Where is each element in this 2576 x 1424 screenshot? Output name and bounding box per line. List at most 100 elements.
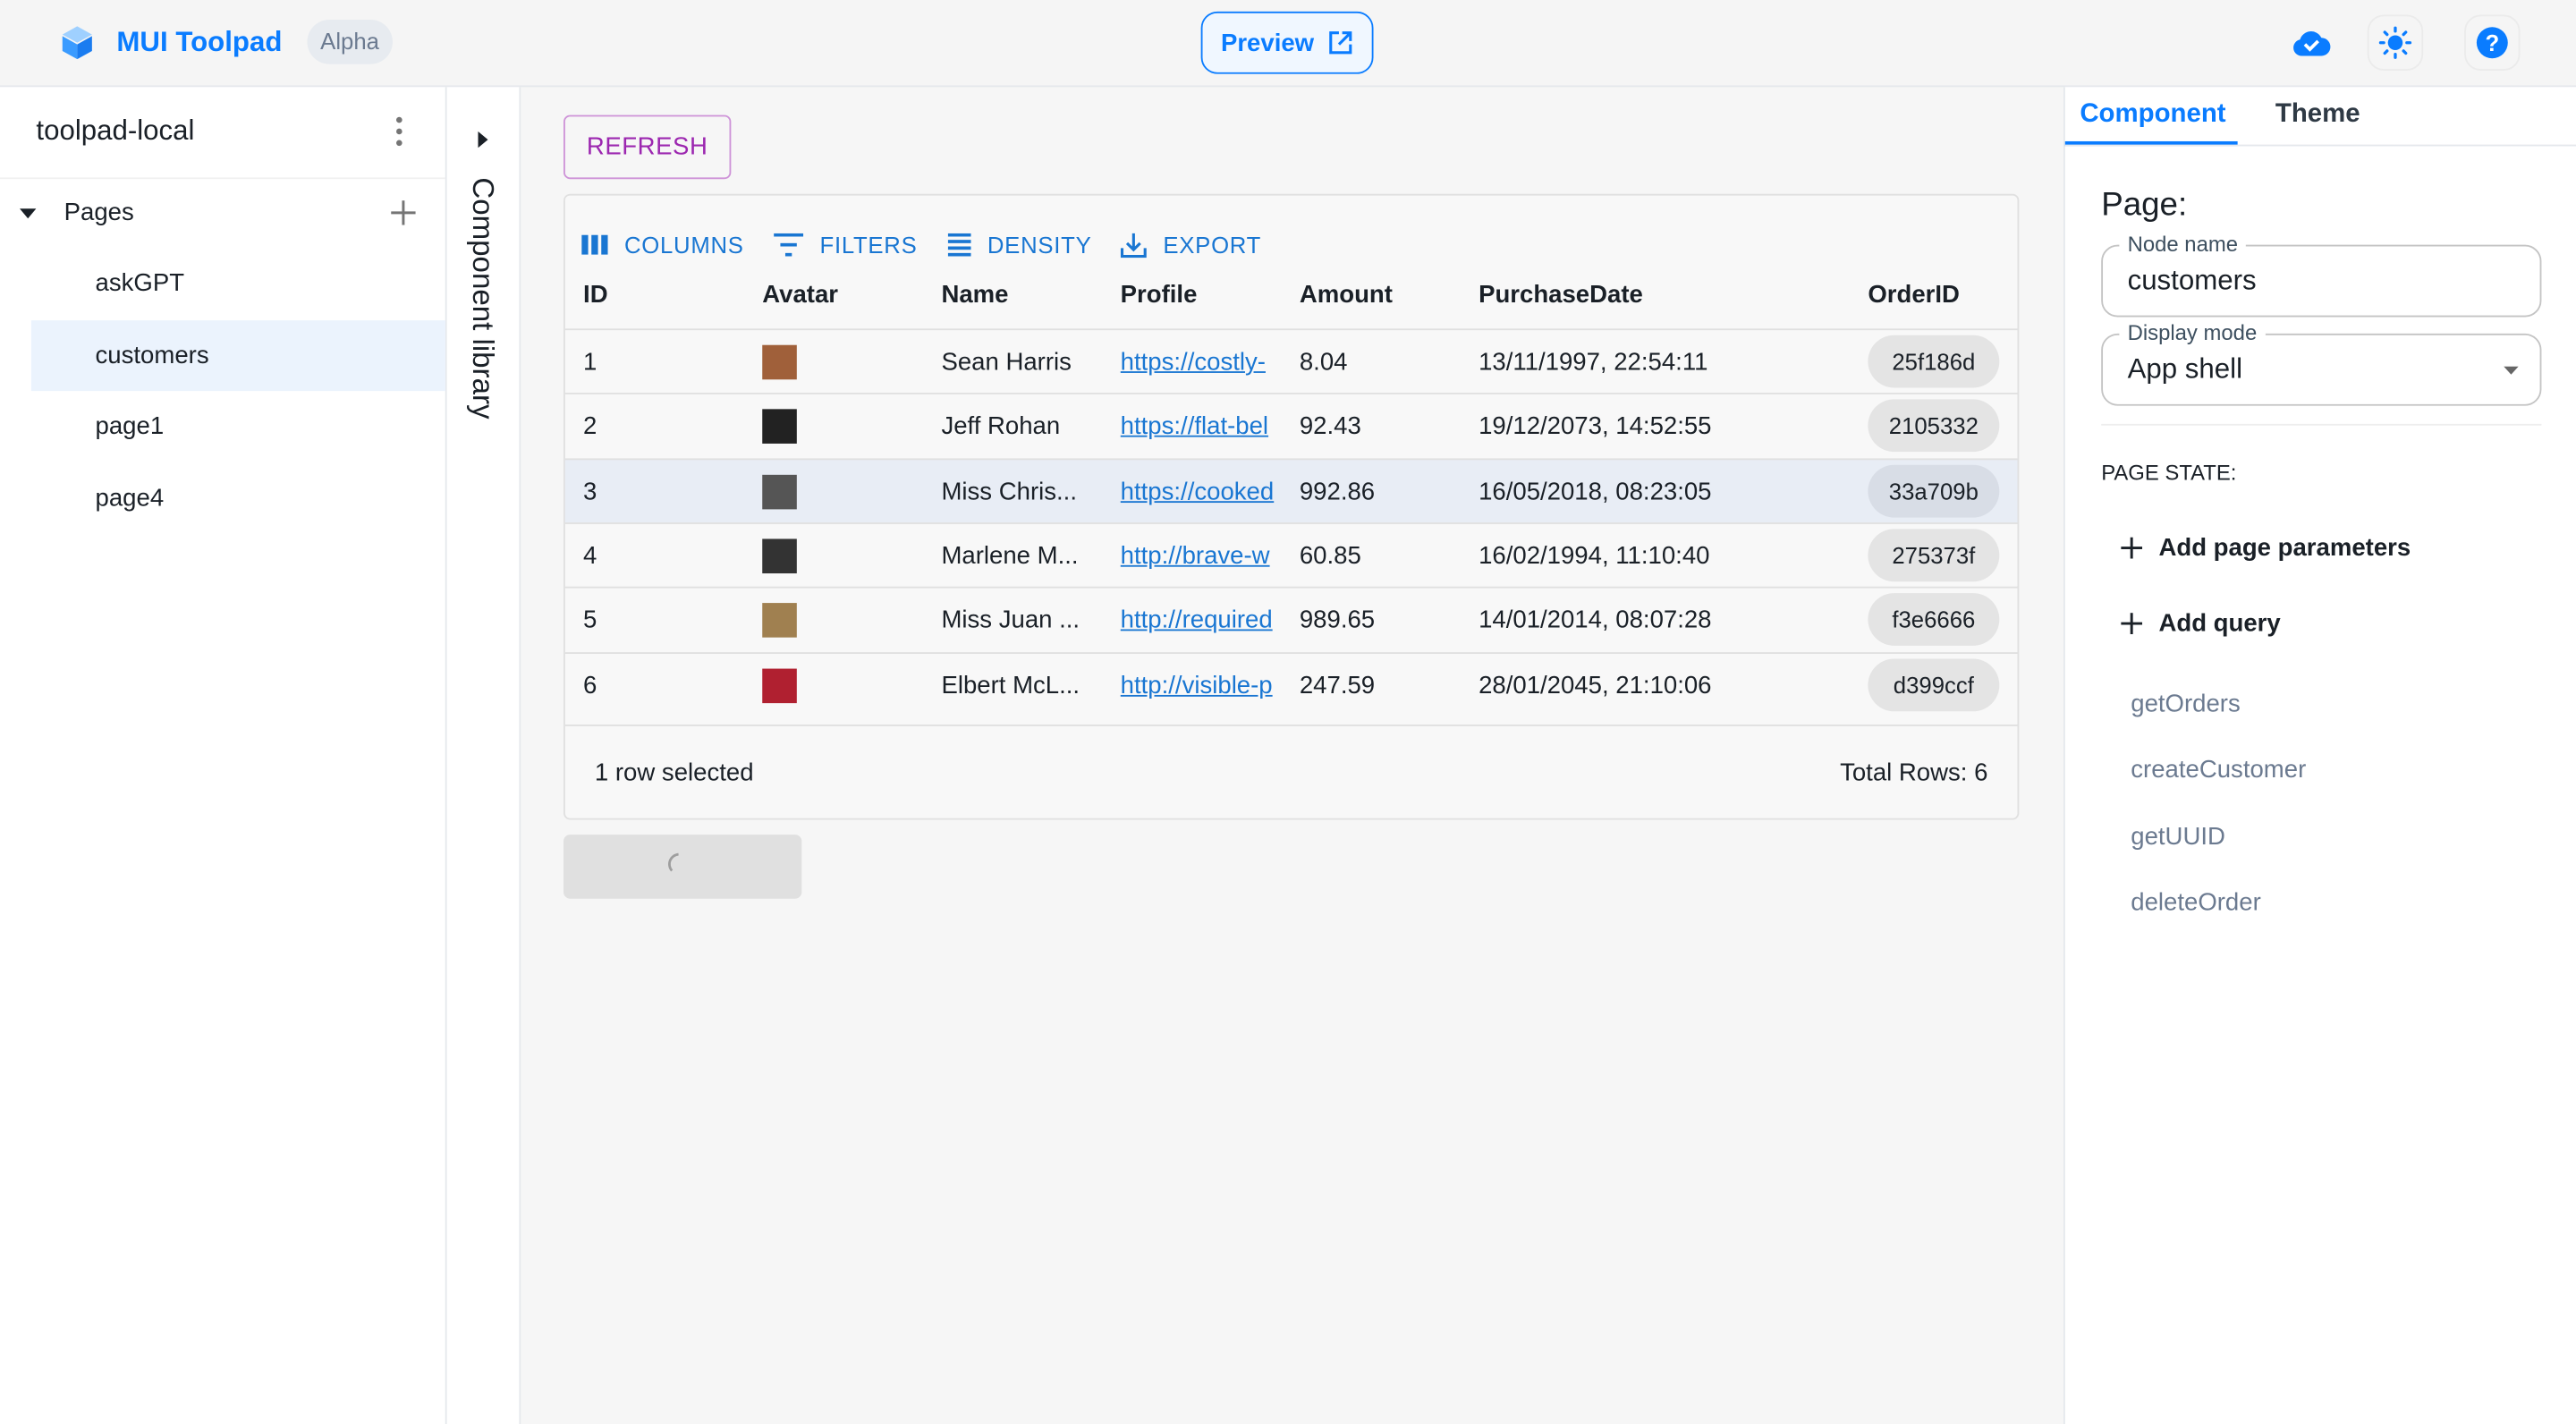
query-item[interactable]: deleteOrder xyxy=(2131,888,2261,917)
export-button[interactable]: EXPORT xyxy=(1120,231,1262,259)
profile-link[interactable]: https://costly- xyxy=(1120,348,1266,377)
cell-name: Miss Chris... xyxy=(941,477,1077,505)
cell-id: 2 xyxy=(583,412,597,441)
component-library-label[interactable]: Component library xyxy=(466,177,500,420)
profile-link[interactable]: http://visible-p xyxy=(1120,671,1273,699)
node-name-value: customers xyxy=(2127,264,2257,296)
column-header-profile[interactable]: Profile xyxy=(1120,281,1198,309)
pages-section-label[interactable]: Pages xyxy=(64,199,134,227)
query-item[interactable]: getUUID xyxy=(2131,823,2225,852)
active-tab-indicator xyxy=(2064,140,2238,147)
column-header-amount[interactable]: Amount xyxy=(1299,281,1393,309)
total-rows: Total Rows: 6 xyxy=(1840,759,1988,787)
plus-icon xyxy=(2121,537,2143,559)
order-id-chip: f3e6666 xyxy=(1868,593,2000,647)
tab-theme[interactable]: Theme xyxy=(2275,100,2360,129)
column-header-name[interactable]: Name xyxy=(941,281,1009,309)
order-id-chip: 2105332 xyxy=(1868,399,2000,453)
cell-purchase-date: 14/01/2014, 08:07:28 xyxy=(1479,606,1712,635)
display-mode-label: Display mode xyxy=(2119,320,2266,345)
avatar xyxy=(762,409,797,445)
cell-id: 4 xyxy=(583,541,597,571)
cell-id: 6 xyxy=(583,671,597,699)
avatar xyxy=(762,344,797,380)
add-page-icon[interactable] xyxy=(391,200,416,225)
cell-amount: 989.65 xyxy=(1299,606,1376,635)
sun-icon xyxy=(2378,26,2412,59)
table-row[interactable]: 6 Elbert McL... http://visible-p 247.59 … xyxy=(564,651,2018,716)
cell-name: Miss Juan ... xyxy=(941,606,1080,635)
page-item-customers[interactable]: customers xyxy=(30,320,445,392)
svg-text:?: ? xyxy=(2485,31,2499,56)
preview-button[interactable]: Preview xyxy=(1200,11,1374,74)
cell-name: Elbert McL... xyxy=(941,671,1080,699)
preview-label: Preview xyxy=(1220,29,1315,57)
query-item[interactable]: getOrders xyxy=(2131,690,2241,718)
caret-right-icon[interactable] xyxy=(478,131,488,148)
order-id-chip: d399ccf xyxy=(1868,657,2000,711)
dropdown-arrow-icon xyxy=(2504,366,2519,375)
component-library-strip[interactable] xyxy=(446,87,521,1424)
add-query-label: Add query xyxy=(2158,609,2281,638)
help-button[interactable]: ? xyxy=(2464,14,2521,71)
page-state-heading: PAGE STATE: xyxy=(2101,460,2237,485)
refresh-button[interactable]: REFRESH xyxy=(564,114,732,180)
order-id-chip: 275373f xyxy=(1868,529,2000,582)
table-row[interactable]: 4 Marlene M... http://brave-w 60.85 16/0… xyxy=(564,521,2018,587)
profile-link[interactable]: http://brave-w xyxy=(1120,541,1270,571)
table-row[interactable]: 5 Miss Juan ... http://required 989.65 1… xyxy=(564,587,2018,651)
columns-label: COLUMNS xyxy=(623,231,744,259)
cell-name: Jeff Rohan xyxy=(941,412,1061,441)
project-name: toolpad-local xyxy=(36,114,195,147)
order-id-chip: 33a709b xyxy=(1868,464,2000,517)
add-query-button[interactable]: Add query xyxy=(2121,609,2281,638)
cell-purchase-date: 28/01/2045, 21:10:06 xyxy=(1479,671,1712,699)
cloud-check-icon[interactable] xyxy=(2292,28,2331,57)
table-row[interactable]: 3 Miss Chris... https://cooked 992.86 16… xyxy=(564,457,2018,522)
avatar xyxy=(762,538,797,573)
table-row[interactable]: 1 Sean Harris https://costly- 8.04 13/11… xyxy=(564,328,2018,393)
node-name-label: Node name xyxy=(2119,231,2247,257)
query-item[interactable]: createCustomer xyxy=(2131,755,2307,784)
cell-id: 5 xyxy=(583,606,597,635)
column-header-id[interactable]: ID xyxy=(583,281,608,309)
profile-link[interactable]: https://flat-bel xyxy=(1120,412,1269,441)
column-header-purchasedate[interactable]: PurchaseDate xyxy=(1479,281,1643,309)
columns-button[interactable]: COLUMNS xyxy=(581,232,743,258)
page-item-page4[interactable]: page4 xyxy=(31,463,445,534)
tabs-divider xyxy=(2064,144,2576,147)
cell-purchase-date: 16/02/1994, 11:10:40 xyxy=(1479,541,1710,571)
page-item-page1[interactable]: page1 xyxy=(31,391,445,462)
density-label: DENSITY xyxy=(987,231,1092,259)
cell-amount: 8.04 xyxy=(1299,348,1348,377)
theme-toggle-button[interactable] xyxy=(2367,14,2424,71)
profile-link[interactable]: http://required xyxy=(1120,606,1273,635)
profile-link[interactable]: https://cooked xyxy=(1120,477,1275,505)
column-header-orderid[interactable]: OrderID xyxy=(1868,281,1960,309)
selected-count: 1 row selected xyxy=(594,759,754,787)
tab-component[interactable]: Component xyxy=(2080,100,2226,129)
avatar xyxy=(762,474,797,509)
divider xyxy=(2101,423,2542,426)
download-icon xyxy=(1120,233,1147,259)
loading-button[interactable] xyxy=(564,835,802,899)
page-item-askgpt[interactable]: askGPT xyxy=(31,248,445,318)
cell-purchase-date: 19/12/2073, 14:52:55 xyxy=(1479,412,1712,441)
export-label: EXPORT xyxy=(1163,231,1262,259)
toolpad-logo-icon xyxy=(62,26,92,60)
density-icon xyxy=(947,233,971,257)
density-button[interactable]: DENSITY xyxy=(947,231,1092,259)
caret-down-icon[interactable] xyxy=(20,207,37,220)
table-row[interactable]: 2 Jeff Rohan https://flat-bel 92.43 19/1… xyxy=(564,393,2018,458)
display-mode-select[interactable]: Display mode App shell xyxy=(2101,320,2542,406)
app-brand[interactable]: MUI Toolpad xyxy=(116,26,283,58)
avatar xyxy=(762,667,797,703)
add-page-parameters-button[interactable]: Add page parameters xyxy=(2121,534,2411,562)
node-name-field[interactable]: Node name customers xyxy=(2101,231,2542,318)
more-vert-icon[interactable] xyxy=(387,115,411,148)
order-id-chip: 25f186d xyxy=(1868,335,2000,388)
cell-id: 3 xyxy=(583,477,597,505)
open-in-new-icon xyxy=(1328,31,1352,55)
filters-button[interactable]: FILTERS xyxy=(774,232,917,258)
column-header-avatar[interactable]: Avatar xyxy=(762,281,838,309)
